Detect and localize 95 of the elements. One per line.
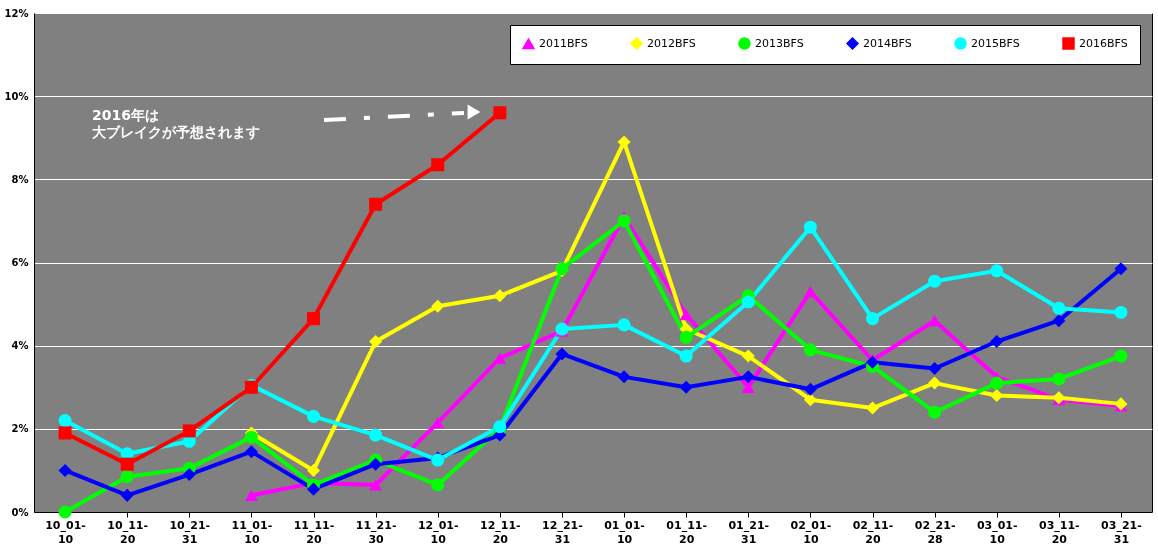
point — [617, 318, 631, 332]
x-tick-label: 02_01- 10 — [790, 518, 832, 546]
point — [1114, 349, 1128, 363]
point — [306, 482, 321, 496]
point — [990, 334, 1004, 349]
point — [493, 352, 507, 364]
x-tick-label: 11_01- 10 — [231, 518, 273, 546]
point — [741, 370, 755, 384]
y-tick-label: 12% — [4, 7, 29, 19]
point — [1052, 301, 1066, 315]
point — [803, 382, 817, 396]
point — [928, 274, 942, 288]
point — [1052, 372, 1066, 386]
point — [865, 312, 880, 326]
legend-label: 2015BFS — [971, 36, 1020, 50]
point — [369, 428, 383, 442]
point — [679, 330, 693, 344]
point — [1052, 314, 1066, 328]
x-tick-label: 10_21- 31 — [169, 518, 211, 546]
y-tick-label: 6% — [11, 257, 29, 268]
point — [741, 349, 755, 363]
x-tick-label: 03_01- 10 — [976, 518, 1018, 546]
point — [369, 457, 383, 471]
point — [865, 401, 880, 415]
x-tick-label: 03_11- 20 — [1038, 518, 1080, 546]
y-tick-label: 8% — [11, 173, 29, 185]
point — [990, 376, 1004, 390]
point — [928, 376, 942, 390]
legend-label: 2016BFS — [1079, 36, 1128, 50]
x-tick-label: 11_11- 20 — [293, 518, 335, 546]
x-tick-label: 02_21- 28 — [914, 518, 956, 546]
point — [431, 416, 445, 429]
point — [803, 285, 817, 298]
point — [120, 470, 134, 484]
x-tick-label: 01_01- 10 — [604, 518, 645, 546]
point — [58, 505, 72, 519]
y-tick-label: 2% — [11, 423, 29, 435]
point — [1114, 305, 1128, 319]
point — [431, 158, 445, 172]
x-tick-label: 10_01- 10 — [45, 518, 86, 546]
point — [58, 414, 72, 428]
annotation: 2016年は — [92, 107, 159, 123]
point — [928, 362, 942, 376]
point — [58, 463, 72, 477]
x-tick-label: 10_11- 20 — [107, 518, 149, 546]
point — [803, 393, 817, 407]
point — [306, 463, 321, 477]
point — [369, 479, 383, 491]
legend-label: 2012BFS — [647, 36, 696, 50]
point — [493, 106, 507, 120]
point — [803, 220, 817, 234]
y-tick-label: 10% — [4, 90, 29, 102]
y-tick-label: 0% — [11, 506, 29, 518]
point — [555, 347, 569, 361]
point — [990, 264, 1004, 278]
x-tick-label: 01_11- 20 — [666, 518, 708, 546]
x-tick-label: 01_21- 31 — [728, 518, 770, 546]
point — [617, 214, 631, 228]
point — [617, 370, 631, 384]
point — [244, 445, 258, 459]
legend-label: 2013BFS — [755, 36, 804, 50]
point — [928, 405, 942, 419]
point — [803, 343, 817, 357]
point — [120, 488, 134, 502]
point — [431, 299, 445, 313]
legend-label: 2014BFS — [863, 36, 912, 50]
point — [679, 349, 693, 363]
y-tick-label: 4% — [11, 340, 29, 352]
point — [431, 478, 445, 492]
point — [244, 430, 258, 444]
point — [306, 409, 321, 423]
x-tick-label: 12_11- 20 — [479, 518, 521, 546]
point — [1114, 262, 1128, 276]
annotation: 大ブレイクが予想されます — [92, 124, 260, 140]
point — [58, 426, 72, 440]
point — [369, 197, 383, 211]
point — [990, 389, 1004, 403]
point — [120, 457, 134, 471]
point — [244, 489, 258, 502]
point — [369, 334, 383, 349]
point — [182, 424, 196, 438]
x-tick-label: 12_01- 10 — [417, 518, 459, 546]
point — [306, 312, 321, 326]
point — [679, 308, 693, 321]
x-tick-label: 02_11- 20 — [852, 518, 894, 546]
point — [182, 468, 196, 482]
x-tick-label: 12_21- 31 — [542, 518, 583, 546]
legend-label: 2011BFS — [539, 36, 588, 50]
x-tick-label: 03_21- 31 — [1101, 518, 1142, 546]
point — [741, 381, 755, 393]
x-tick-label: 11_21- 30 — [355, 518, 397, 546]
point — [679, 380, 693, 394]
point — [493, 289, 507, 303]
point — [741, 295, 755, 309]
point — [617, 135, 631, 149]
